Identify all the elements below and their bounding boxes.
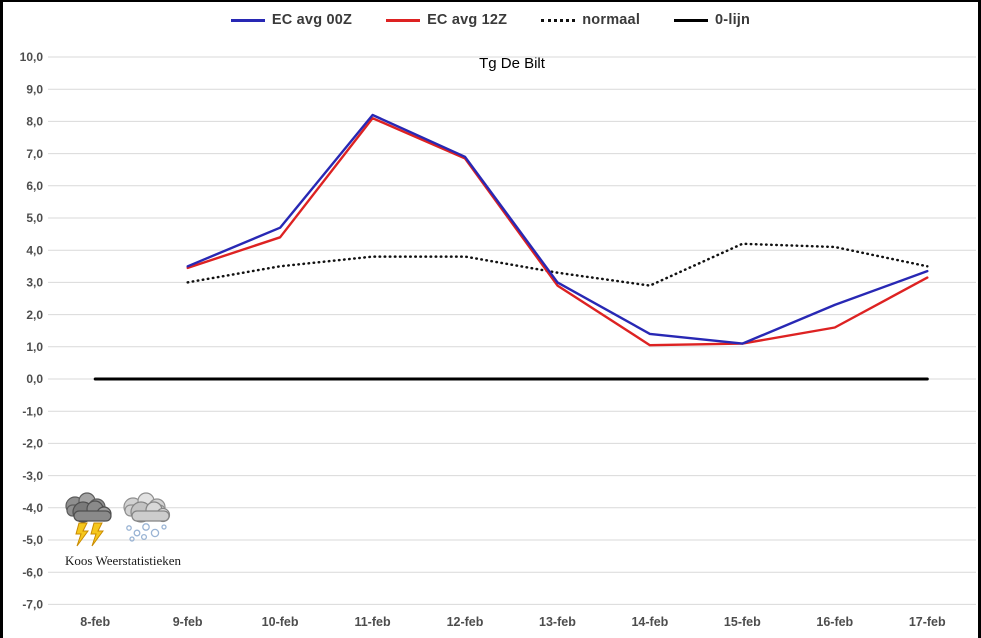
chart-canvas: 10,0 9,0 8,0 7,0 6,0 5,0 4,0 3,0 2,0 1,0 0,0 -1,0 -2… <box>20 50 976 629</box>
y-axis-tick-label: 5,0 <box>26 211 43 225</box>
legend-label: EC avg 00Z <box>271 12 353 28</box>
line-sample-icon <box>674 18 709 22</box>
series-line-ec-avg-12z <box>186 116 929 347</box>
x-axis-tick-label: 9-feb <box>173 615 203 629</box>
x-axis-tick-label: 17-feb <box>909 615 946 629</box>
y-axis-tick-label: 1,0 <box>26 340 43 354</box>
x-axis-tick-label: 16-feb <box>816 615 853 629</box>
legend-label: 0-lijn <box>715 12 751 28</box>
y-axis-tick-label: 0,0 <box>26 372 43 386</box>
legend-item-ec-avg-12z: EC avg 12Z <box>386 12 507 28</box>
line-sample-icon <box>230 18 265 22</box>
x-axis-tick-label: 14-feb <box>631 615 668 629</box>
legend-item-normaal: normaal <box>541 12 640 28</box>
series-line-normaal <box>186 242 929 287</box>
series-line-ec-avg-00z <box>186 113 929 345</box>
thunderstorm-icon <box>65 492 112 547</box>
x-axis-tick-label: 13-feb <box>539 615 576 629</box>
y-axis-tick-label: 9,0 <box>26 82 43 96</box>
chart-legend: EC avg 00Z EC avg 12Z normaal 0-lijn <box>3 12 978 28</box>
legend-item-0-lijn: 0-lijn <box>674 12 750 28</box>
y-axis-tick-label: -5,0 <box>22 533 43 547</box>
x-axis-tick-label: 10-feb <box>262 615 299 629</box>
y-axis-tick-label: 7,0 <box>26 147 43 161</box>
legend-item-ec-avg-00z: EC avg 00Z <box>230 12 353 28</box>
y-axis-tick-label: 10,0 <box>20 50 44 64</box>
x-axis-tick-label: 11-feb <box>354 615 390 629</box>
y-axis-tick-label: 2,0 <box>26 308 43 322</box>
y-axis-tick-label: -7,0 <box>22 598 43 612</box>
weather-icons <box>61 492 173 548</box>
y-axis-tick-label: 8,0 <box>26 115 43 129</box>
y-axis-tick-label: 4,0 <box>26 243 43 257</box>
line-sample-icon <box>386 18 421 22</box>
x-axis-tick-label: 15-feb <box>724 615 761 629</box>
y-axis-tick-label: -6,0 <box>22 565 43 579</box>
legend-label: normaal <box>582 12 641 28</box>
snow-icon <box>123 492 171 542</box>
x-axis-tick-label: 8-feb <box>80 615 110 629</box>
y-axis-tick-label: -2,0 <box>22 437 43 451</box>
y-axis-tick-label: 6,0 <box>26 179 43 193</box>
y-axis-tick-label: -3,0 <box>22 469 43 483</box>
dotted-line-sample-icon <box>541 18 576 22</box>
y-axis-tick-label: 3,0 <box>26 276 43 290</box>
legend-label: EC avg 12Z <box>427 12 508 28</box>
x-axis-tick-label: 12-feb <box>447 615 484 629</box>
credit-text: Koos Weerstatistieken <box>65 553 182 568</box>
y-axis-tick-label: -4,0 <box>22 501 43 515</box>
chart-title: Tg De Bilt <box>479 55 545 72</box>
y-axis-tick-label: -1,0 <box>22 404 43 418</box>
